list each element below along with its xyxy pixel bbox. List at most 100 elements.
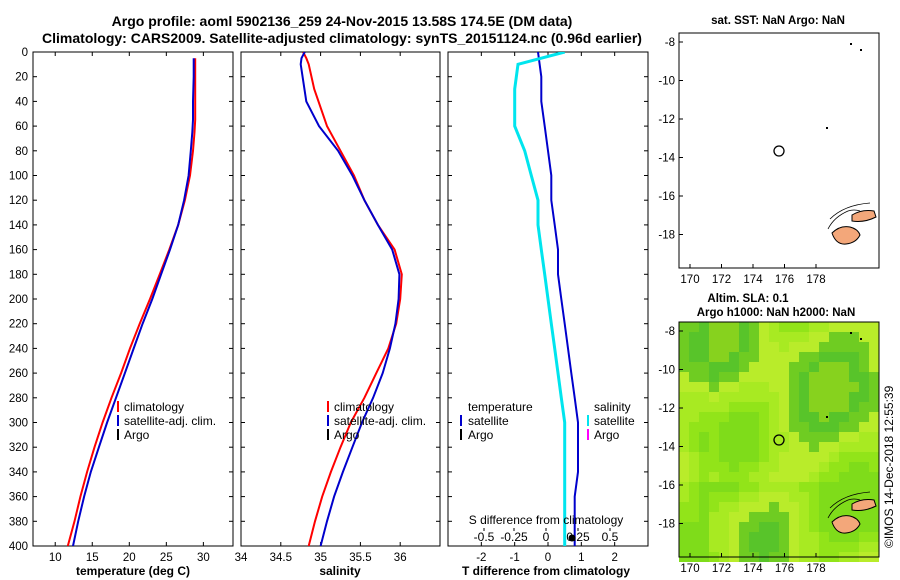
sla-cell [719, 432, 729, 442]
sla-cell [799, 322, 809, 332]
sla-cell [829, 452, 839, 462]
sla-cell [839, 482, 849, 492]
sla-cell [789, 402, 799, 412]
sla-cell [709, 332, 719, 342]
sla-cell [869, 532, 879, 542]
depth-tick-label: 0 [22, 47, 28, 59]
reef-outline [827, 209, 861, 230]
sla-cell [729, 432, 739, 442]
sla-cell [849, 442, 859, 452]
sla-cell [809, 352, 819, 362]
depth-tick-label: 80 [15, 146, 28, 158]
sla-cell [799, 542, 809, 552]
depth-tick-label: 260 [9, 368, 28, 380]
sla-cell [859, 342, 869, 352]
sla-cell [699, 372, 709, 382]
small-island [826, 416, 828, 418]
sla-cell [789, 412, 799, 422]
sla-cell [809, 382, 819, 392]
sla-cell [839, 472, 849, 482]
sla-cell [849, 452, 859, 462]
sla-cell [849, 472, 859, 482]
x-tick-label: 25 [160, 552, 173, 564]
x-tick-label: 15 [86, 552, 99, 564]
x-tick-label: 0 [545, 552, 551, 564]
sla-cell [849, 482, 859, 492]
sla-cell [719, 542, 729, 552]
sla-cell [829, 372, 839, 382]
salinity-axes-frame [240, 51, 441, 547]
sla-cell [809, 492, 819, 502]
sla-cell [799, 352, 809, 362]
sla-cell [699, 332, 709, 342]
legend-satellite-adj: satellite-adj. clim. [124, 414, 216, 428]
map-y-tick-label: -8 [665, 326, 675, 338]
sla-cell [729, 512, 739, 522]
sla-cell [829, 392, 839, 402]
sla-cell [769, 442, 779, 452]
series-line-satellite-adj-clim- [72, 58, 195, 546]
sla-cell [849, 432, 859, 442]
sla-cell [819, 382, 829, 392]
sla-cell [799, 332, 809, 342]
sla-cell [829, 512, 839, 522]
sla-cell [869, 472, 879, 482]
sla-cell [819, 372, 829, 382]
sla-cell [849, 462, 859, 472]
map-y-tick-label: -10 [658, 365, 675, 377]
x-tick-label: 2 [611, 552, 617, 564]
sla-cell [749, 502, 759, 512]
title-line2: Climatology: CARS2009. Satellite-adjuste… [42, 30, 642, 46]
island-vanua-levu [851, 210, 877, 222]
sla-cell [799, 472, 809, 482]
island-viti-levu [831, 226, 861, 245]
sla-cell [779, 482, 789, 492]
sla-cell [739, 492, 749, 502]
depth-tick-label: 100 [9, 171, 28, 183]
s-difference-ticks: -0.5 -0.25 0 0.25 0.5 [474, 528, 619, 544]
sla-cell [749, 532, 759, 542]
sla-cell [749, 512, 759, 522]
sla-cell [679, 362, 689, 372]
sla-cell [789, 352, 799, 362]
sla-cell [809, 502, 819, 512]
map-x-tick-label: 176 [775, 563, 794, 575]
sla-cell [849, 372, 859, 382]
small-island [850, 43, 852, 45]
sla-cell [829, 412, 839, 422]
sla-cell [759, 332, 769, 342]
sla-cell [709, 412, 719, 422]
sla-cell [709, 462, 719, 472]
sla-cell [779, 422, 789, 432]
sla-cell [829, 432, 839, 442]
sla-cell [809, 412, 819, 422]
sla-cell [849, 402, 859, 412]
sla-cell [739, 392, 749, 402]
sla-cell [709, 512, 719, 522]
sla-cell [779, 492, 789, 502]
argo-location-marker [773, 434, 785, 446]
sla-cell [759, 532, 769, 542]
sla-cell [809, 332, 819, 342]
sla-cell [679, 512, 689, 522]
sla-cell [789, 502, 799, 512]
sla-cell [859, 382, 869, 392]
legend-climatology: climatology [124, 400, 184, 414]
depth-tick-label: 380 [9, 516, 28, 528]
map-y-tick-label: -12 [658, 403, 675, 415]
sla-cell [719, 462, 729, 472]
sla-cell [719, 412, 729, 422]
sla-cell [719, 332, 729, 342]
sla-cell [839, 502, 849, 512]
sla-cell [739, 332, 749, 342]
x-tick-label: 1 [578, 552, 584, 564]
map-x-tick-label: 174 [743, 274, 763, 286]
sla-cell [839, 332, 849, 342]
map-y-tick-label: -12 [658, 114, 675, 126]
sla-cell [839, 372, 849, 382]
sla-cell [749, 522, 759, 532]
sla-cell [699, 422, 709, 432]
sla-cell [769, 362, 779, 372]
sla-cell [719, 512, 729, 522]
depth-tick-label: 20 [15, 72, 28, 84]
